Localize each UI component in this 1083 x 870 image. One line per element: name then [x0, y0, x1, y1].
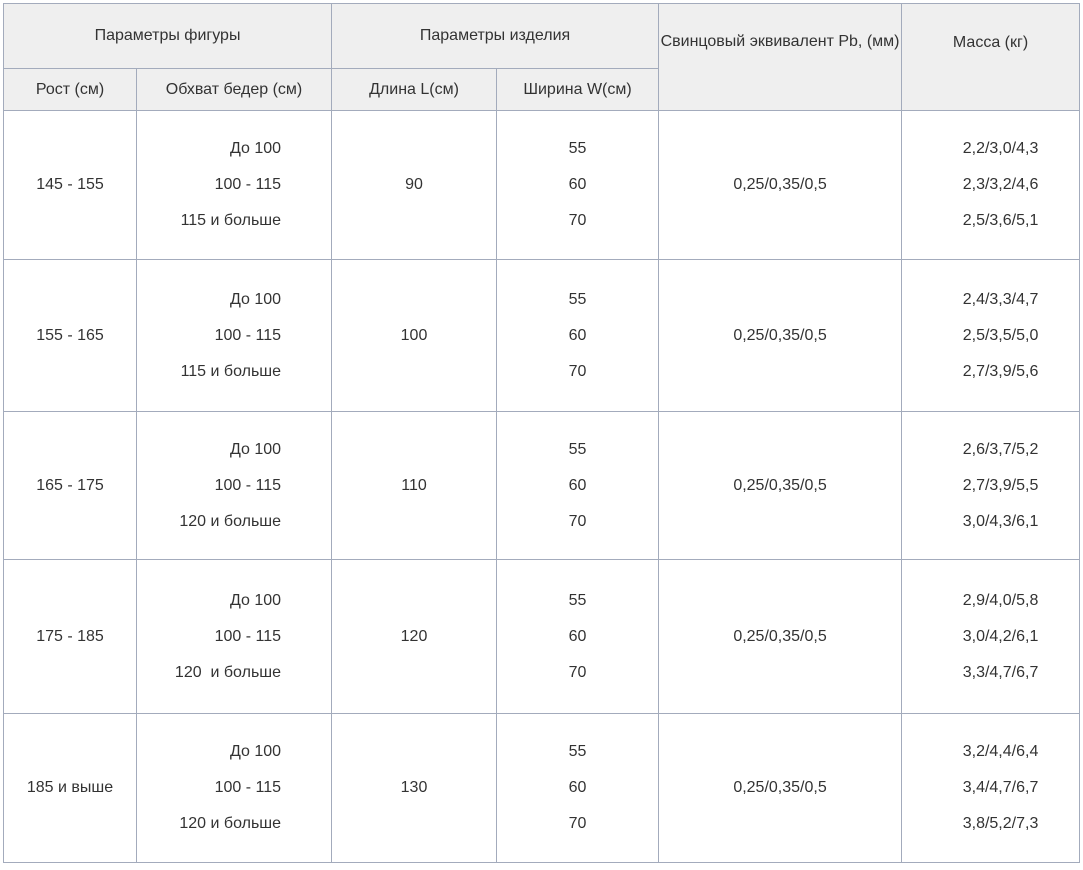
header-width: Ширина W(см): [496, 68, 660, 111]
lead-equivalent-cell: 0,25/0,35/0,5: [658, 110, 903, 260]
length-cell: 120: [331, 559, 498, 714]
width-cell: 55 60 70: [496, 259, 660, 412]
header-product-params: Параметры изделия: [331, 3, 660, 69]
width-cell-line: 70: [568, 512, 587, 530]
table-row: 155 - 165 До 100 100 - 115 115 и больше 100 5…: [3, 259, 1081, 412]
header-lead-equivalent: Свинцовый эквивалент Pb, (мм): [658, 3, 903, 111]
lead-equivalent-cell: 0,25/0,35/0,5: [658, 411, 903, 560]
mass-cell-line: 2,9/4,0/5,8: [962, 591, 1039, 609]
mass-cell-line: 3,0/4,2/6,1: [962, 627, 1039, 645]
table-row: 145 - 155 До 100 100 - 115 115 и больше 90 55…: [3, 110, 1081, 260]
width-cell: 55 60 70: [496, 559, 660, 714]
hip-cell: До 100 100 - 115 115 и больше: [135, 110, 333, 260]
mass-cell-line: 2,3/3,2/4,6: [962, 176, 1039, 193]
height-cell: 145 - 155: [3, 110, 137, 260]
hip-cell-line: 100 - 115: [214, 779, 282, 796]
hip-cell-line: 115 и больше: [180, 212, 282, 229]
header-figure-params: Параметры фигуры: [2, 3, 333, 69]
width-cell-line: 60: [568, 326, 587, 344]
width-cell-line: 60: [568, 176, 587, 193]
width-cell-line: 55: [568, 140, 587, 157]
header-mass: Масса (кг): [901, 3, 1081, 111]
width-cell-line: 70: [568, 815, 587, 832]
mass-cell-line: 2,7/3,9/5,6: [962, 362, 1039, 380]
height-cell: 185 и выше: [3, 713, 137, 863]
mass-cell-line: 2,4/3,3/4,7: [962, 290, 1039, 308]
lead-equivalent-cell: 0,25/0,35/0,5: [658, 713, 903, 863]
hip-cell-line: До 100: [229, 743, 282, 760]
width-cell-line: 55: [568, 743, 587, 760]
header-length: Длина L(см): [331, 68, 498, 111]
mass-cell-line: 2,5/3,6/5,1: [962, 212, 1039, 229]
hip-cell-line: 120 и больше: [179, 512, 282, 530]
height-cell: 175 - 185: [3, 559, 137, 714]
width-cell: 55 60 70: [496, 713, 660, 863]
hip-cell: До 100 100 - 115 120 и больше: [135, 411, 333, 560]
mass-cell-line: 2,5/3,5/5,0: [962, 326, 1039, 344]
header-hip: Обхват бедер (см): [135, 68, 333, 111]
lead-equivalent-cell: 0,25/0,35/0,5: [658, 259, 903, 412]
hip-cell-line: До 100: [229, 290, 282, 308]
mass-cell-line: 3,3/4,7/6,7: [962, 663, 1039, 681]
width-cell: 55 60 70: [496, 411, 660, 560]
mass-cell: 2,2/3,0/4,3 2,3/3,2/4,6 2,5/3,6/5,1: [901, 110, 1081, 260]
hip-cell: До 100 100 - 115 115 и больше: [135, 259, 333, 412]
length-cell: 100: [331, 259, 498, 412]
table-row: 175 - 185 До 100 100 - 115 120 и больше 120 5…: [3, 559, 1081, 714]
length-cell: 130: [331, 713, 498, 863]
hip-cell-line: 100 - 115: [214, 476, 282, 494]
hip-cell-line: 100 - 115: [214, 326, 282, 344]
mass-cell: 2,4/3,3/4,7 2,5/3,5/5,0 2,7/3,9/5,6: [901, 259, 1081, 412]
width-cell-line: 55: [568, 290, 587, 308]
mass-cell-line: 2,7/3,9/5,5: [962, 476, 1039, 494]
width-cell-line: 60: [568, 627, 587, 645]
lead-equivalent-cell: 0,25/0,35/0,5: [658, 559, 903, 714]
width-cell-line: 55: [568, 440, 587, 458]
mass-cell-line: 3,2/4,4/6,4: [962, 743, 1039, 760]
hip-cell-line: До 100: [229, 591, 282, 609]
hip-cell-line: 115 и больше: [180, 362, 282, 380]
hip-cell: До 100 100 - 115 120 и больше: [135, 713, 333, 863]
width-cell-line: 70: [568, 362, 587, 380]
hip-cell: До 100 100 - 115 120 и больше: [135, 559, 333, 714]
hip-cell-line: До 100: [229, 440, 282, 458]
mass-cell-line: 3,8/5,2/7,3: [962, 815, 1039, 832]
hip-cell-line: До 100: [229, 140, 282, 157]
height-cell: 165 - 175: [3, 411, 137, 560]
hip-cell-line: 120 и больше: [174, 663, 282, 681]
mass-cell-line: 2,2/3,0/4,3: [962, 140, 1039, 157]
width-cell-line: 55: [568, 591, 587, 609]
width-cell-line: 60: [568, 779, 587, 796]
width-cell: 55 60 70: [496, 110, 660, 260]
width-cell-line: 70: [568, 663, 587, 681]
mass-cell-line: 3,4/4,7/6,7: [962, 779, 1039, 796]
hip-cell-line: 100 - 115: [214, 176, 282, 193]
length-cell: 110: [331, 411, 498, 560]
mass-cell-line: 2,6/3,7/5,2: [962, 440, 1039, 458]
hip-cell-line: 100 - 115: [214, 627, 282, 645]
table-row: 165 - 175 До 100 100 - 115 120 и больше 110 5…: [3, 411, 1081, 560]
hip-cell-line: 120 и больше: [179, 815, 282, 832]
specs-table: Параметры фигуры Параметры изделия Свинц…: [2, 3, 1081, 863]
mass-cell: 3,2/4,4/6,4 3,4/4,7/6,7 3,8/5,2/7,3: [901, 713, 1081, 863]
width-cell-line: 70: [568, 212, 587, 229]
mass-cell: 2,9/4,0/5,8 3,0/4,2/6,1 3,3/4,7/6,7: [901, 559, 1081, 714]
height-cell: 155 - 165: [3, 259, 137, 412]
width-cell-line: 60: [568, 476, 587, 494]
mass-cell: 2,6/3,7/5,2 2,7/3,9/5,5 3,0/4,3/6,1: [901, 411, 1081, 560]
length-cell: 90: [331, 110, 498, 260]
table-row: 185 и выше До 100 100 - 115 120 и больше 130…: [3, 713, 1081, 863]
header-height: Рост (см): [3, 68, 137, 111]
mass-cell-line: 3,0/4,3/6,1: [962, 512, 1039, 530]
